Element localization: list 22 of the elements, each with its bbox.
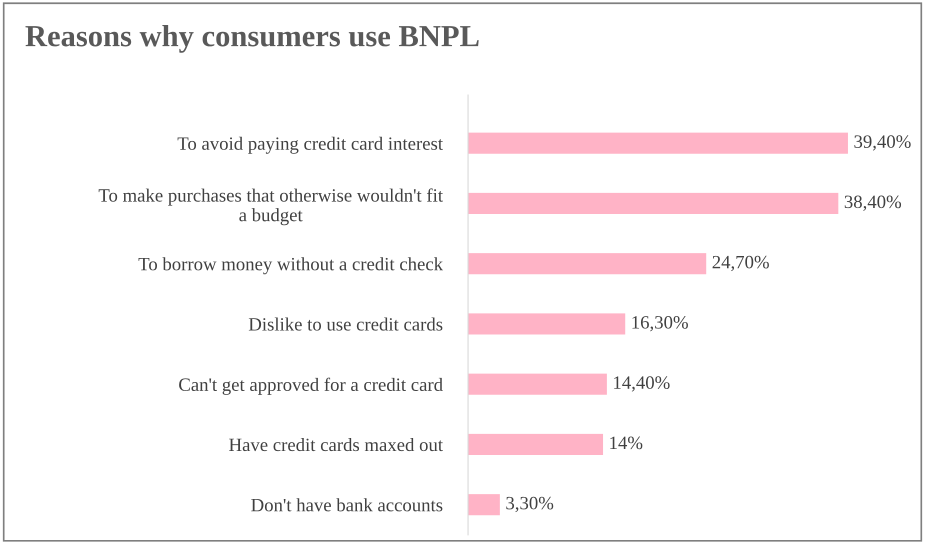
- chart-title: Reasons why consumers use BNPL: [25, 24, 479, 53]
- y-tick-label: Have credit cards maxed out: [229, 438, 443, 452]
- data-label: 14%: [610, 436, 642, 450]
- bar: [468, 253, 706, 274]
- data-label: 39,40%: [854, 135, 911, 151]
- bar: [468, 132, 848, 154]
- bar: [468, 192, 838, 214]
- y-tick-label: To borrow money without a credit check: [138, 257, 444, 274]
- y-tick-label: Dislike to use credit cards: [248, 317, 442, 331]
- bar: [468, 374, 607, 395]
- data-label: 24,70%: [712, 256, 769, 272]
- bar: [468, 434, 604, 456]
- y-tick-label: To avoid paying credit card interest: [178, 136, 443, 154]
- y-tick-label: Don't have bank accounts: [251, 498, 442, 512]
- bar: [468, 313, 626, 335]
- bar: [468, 494, 500, 516]
- data-label: 16,30%: [632, 316, 688, 332]
- data-label: 3,30%: [506, 496, 554, 512]
- data-label: 14,40%: [614, 376, 670, 392]
- y-tick-label: Can't get approved for a credit card: [179, 378, 443, 395]
- y-tick-label: To make purchases that otherwise wouldn't fit a budget: [98, 188, 443, 226]
- data-label: 38,40%: [844, 196, 902, 211]
